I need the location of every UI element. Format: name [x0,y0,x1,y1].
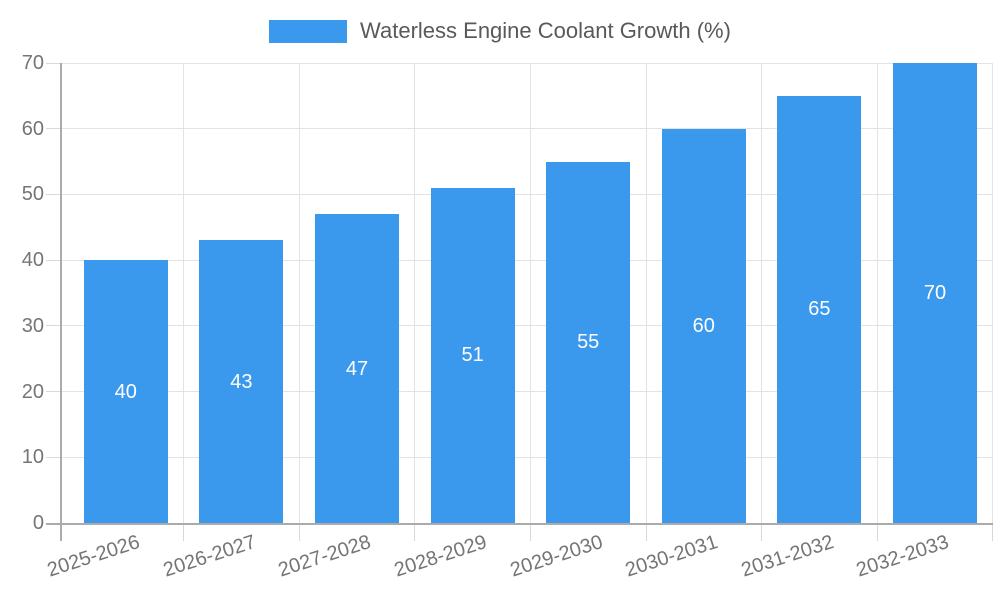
v-gridline [414,63,416,523]
bar[interactable] [661,128,746,523]
legend[interactable]: Waterless Engine Coolant Growth (%) [0,18,1000,44]
v-gridline [529,63,531,523]
x-axis-label: 2027-2028 [276,531,374,582]
x-tick-mark [183,523,185,541]
x-tick-mark [414,523,416,541]
y-axis-label: 30 [21,314,44,337]
bar-value-label: 47 [345,357,369,380]
v-gridline [298,63,300,523]
y-tick-mark [46,391,62,393]
y-axis-label: 70 [21,52,44,74]
bar[interactable] [83,260,168,523]
bar-value-label: 40 [114,380,137,403]
bar[interactable] [546,161,631,523]
v-gridline [645,63,647,523]
v-gridline [876,63,878,523]
x-tick-mark [298,523,300,541]
y-axis-label: 40 [21,249,44,272]
h-gridline [62,62,993,64]
v-gridline [183,63,185,523]
y-axis-label: 50 [21,183,44,206]
bar-value-label: 43 [230,370,253,393]
bar-value-label: 55 [577,331,600,354]
bar-value-label: 70 [923,282,947,304]
y-axis-line [60,63,62,541]
y-tick-mark [46,325,62,327]
y-tick-mark [46,456,62,458]
bar-value-label: 51 [461,344,484,367]
h-gridline [62,193,993,195]
v-gridline [761,63,763,523]
bar[interactable] [893,63,977,523]
y-tick-mark [46,62,62,64]
h-gridline [62,391,993,393]
h-gridline [62,128,993,130]
x-tick-mark [529,523,531,541]
bar[interactable] [430,187,515,523]
x-axis-label: 2026-2027 [160,531,259,582]
y-axis-label: 20 [21,380,44,403]
h-gridline [62,259,993,261]
y-tick-mark [46,193,62,195]
y-tick-mark [46,259,62,261]
v-gridline [992,63,994,523]
y-axis-label: 10 [21,446,44,469]
bar-value-label: 60 [692,314,715,337]
bar[interactable] [315,214,399,523]
bar-value-label: 65 [808,298,831,321]
y-axis-label: 0 [32,512,44,534]
y-tick-mark [46,128,62,130]
x-axis-label: 2031-2032 [738,531,837,582]
x-tick-mark [761,523,763,541]
x-axis-label: 2028-2029 [391,531,490,582]
h-gridline [62,456,993,458]
x-tick-mark [876,523,878,541]
bar[interactable] [199,240,284,523]
x-tick-mark [992,523,994,541]
legend-label: Waterless Engine Coolant Growth (%) [360,18,731,43]
x-axis-label: 2030-2031 [622,531,721,582]
x-axis-line [46,523,993,525]
x-tick-mark [645,523,647,541]
x-axis-label: 2029-2030 [507,531,606,582]
legend-swatch [269,19,348,43]
h-gridline [62,325,993,327]
y-axis-label: 60 [21,117,44,140]
x-axis-label: 2032-2033 [854,531,952,582]
bar[interactable] [777,95,862,523]
